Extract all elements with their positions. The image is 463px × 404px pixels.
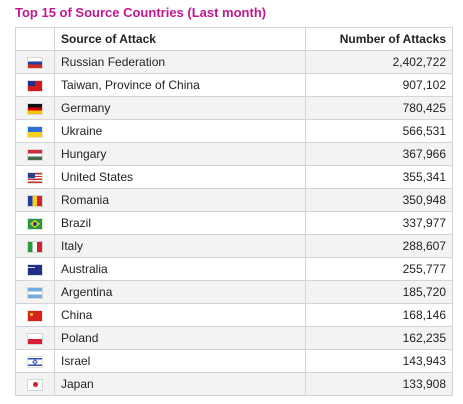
germany-flag-icon xyxy=(28,103,42,114)
attack-count-cell: 185,720 xyxy=(305,280,453,304)
country-cell: United States xyxy=(54,165,306,189)
table-row: Romania 350,948 xyxy=(15,188,453,212)
hungary-flag-icon xyxy=(28,149,42,160)
table-row: Japan 133,908 xyxy=(15,372,453,396)
table-row: Israel 143,943 xyxy=(15,349,453,373)
country-cell: Ukraine xyxy=(54,119,306,143)
attack-count-cell: 168,146 xyxy=(305,303,453,327)
attack-count-cell: 143,943 xyxy=(305,349,453,373)
israel-flag-icon xyxy=(28,356,42,367)
country-cell: Russian Federation xyxy=(54,50,306,74)
table-row: Germany 780,425 xyxy=(15,96,453,120)
table-body: Russian Federation 2,402,722 Taiwan, Pro… xyxy=(15,50,453,396)
attack-count-cell: 337,977 xyxy=(305,211,453,235)
country-cell: Taiwan, Province of China xyxy=(54,73,306,97)
brazil-flag-icon xyxy=(28,218,42,229)
australia-flag-icon xyxy=(28,264,42,275)
attack-count-cell: 255,777 xyxy=(305,257,453,281)
table-row: Taiwan, Province of China 907,102 xyxy=(15,73,453,97)
table-row: Australia 255,777 xyxy=(15,257,453,281)
country-cell: Italy xyxy=(54,234,306,258)
united-states-flag-icon xyxy=(28,172,42,183)
country-cell: Germany xyxy=(54,96,306,120)
taiwan-flag-icon xyxy=(28,80,42,91)
table-header-row: Source of Attack Number of Attacks xyxy=(15,27,453,51)
country-cell: Australia xyxy=(54,257,306,281)
attack-count-cell: 566,531 xyxy=(305,119,453,143)
attack-count-cell: 367,966 xyxy=(305,142,453,166)
table-row: China 168,146 xyxy=(15,303,453,327)
count-column-header: Number of Attacks xyxy=(305,27,453,51)
country-cell: Hungary xyxy=(54,142,306,166)
romania-flag-icon xyxy=(28,195,42,206)
attack-count-cell: 288,607 xyxy=(305,234,453,258)
table-row: Hungary 367,966 xyxy=(15,142,453,166)
ukraine-flag-icon xyxy=(28,126,42,137)
country-cell: Israel xyxy=(54,349,306,373)
argentina-flag-icon xyxy=(28,287,42,298)
attack-count-cell: 355,341 xyxy=(305,165,453,189)
attack-count-cell: 133,908 xyxy=(305,372,453,396)
attack-count-cell: 2,402,722 xyxy=(305,50,453,74)
attacks-table: Source of Attack Number of Attacks Russi… xyxy=(15,27,453,396)
country-cell: Romania xyxy=(54,188,306,212)
table-row: Italy 288,607 xyxy=(15,234,453,258)
attack-count-cell: 780,425 xyxy=(305,96,453,120)
table-row: United States 355,341 xyxy=(15,165,453,189)
table-row: Poland 162,235 xyxy=(15,326,453,350)
flag-column-header xyxy=(15,27,55,51)
panel-title: Top 15 of Source Countries (Last month) xyxy=(15,5,267,20)
russia-flag-icon xyxy=(28,57,42,68)
country-cell: Poland xyxy=(54,326,306,350)
country-cell: China xyxy=(54,303,306,327)
country-cell: Brazil xyxy=(54,211,306,235)
table-row: Argentina 185,720 xyxy=(15,280,453,304)
poland-flag-icon xyxy=(28,333,42,344)
china-flag-icon xyxy=(28,310,42,321)
attack-count-cell: 162,235 xyxy=(305,326,453,350)
italy-flag-icon xyxy=(28,241,42,252)
table-row: Ukraine 566,531 xyxy=(15,119,453,143)
attack-count-cell: 350,948 xyxy=(305,188,453,212)
table-row: Russian Federation 2,402,722 xyxy=(15,50,453,74)
country-cell: Japan xyxy=(54,372,306,396)
attack-count-cell: 907,102 xyxy=(305,73,453,97)
japan-flag-icon xyxy=(28,379,42,390)
country-cell: Argentina xyxy=(54,280,306,304)
table-row: Brazil 337,977 xyxy=(15,211,453,235)
source-column-header: Source of Attack xyxy=(54,27,306,51)
